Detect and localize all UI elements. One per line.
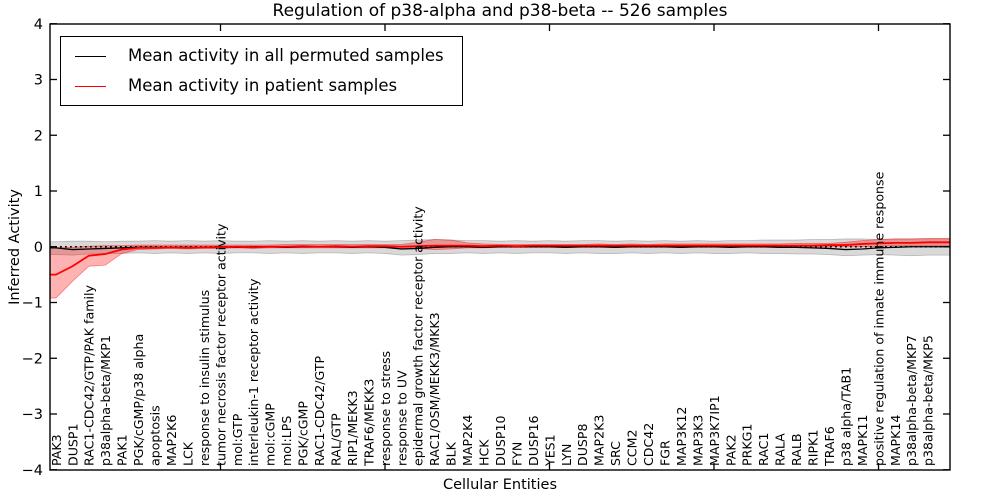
category-label: CCM2	[625, 430, 640, 466]
category-label: PAK2	[723, 434, 738, 466]
category-label: RIPK1	[806, 430, 821, 466]
category-label: response to stress	[378, 351, 393, 466]
category-label: MAP3K12	[674, 407, 689, 466]
y-axis-label: Inferred Activity	[7, 189, 23, 305]
category-label: p38alpha-beta/MKP1	[98, 335, 113, 466]
category-label: MAP2K3	[592, 415, 607, 466]
plot-title: Regulation of p38-alpha and p38-beta -- …	[272, 1, 728, 21]
patient-line-swatch	[75, 85, 106, 87]
category-label: MAPK14	[888, 415, 903, 466]
y-tick-label: −1	[22, 296, 43, 312]
category-label: PGK/cGMP/p38 alpha	[131, 334, 146, 466]
legend-entry-permuted: Mean activity in all permuted samples	[75, 41, 444, 71]
y-tick-label: 0	[34, 240, 43, 256]
category-label: p38alpha-beta/MKP7	[904, 335, 919, 466]
category-label: TRAF6	[822, 426, 837, 467]
category-label: DUSP10	[493, 415, 508, 466]
category-label: response to insulin stimulus	[197, 290, 212, 466]
legend-label-patient: Mean activity in patient samples	[128, 76, 398, 95]
category-label: RAC1	[756, 433, 771, 466]
category-label: MAP3K3	[690, 415, 705, 466]
category-label: apoptosis	[148, 405, 163, 466]
category-label: RIP1/MEKK3	[345, 390, 360, 466]
category-label: PAK1	[115, 434, 130, 466]
category-label: FYN	[509, 442, 524, 466]
category-label: MAP2K4	[460, 415, 475, 466]
category-label: TRAF6/MEKK3	[361, 379, 376, 467]
legend: Mean activity in all permuted samples Me…	[60, 36, 463, 106]
category-label: RAL/GTP	[328, 413, 343, 466]
category-label: p38alpha-beta/MKP5	[921, 335, 936, 466]
category-label: LCK	[180, 441, 195, 466]
legend-label-permuted: Mean activity in all permuted samples	[128, 46, 444, 65]
category-label: FGR	[657, 440, 672, 466]
category-label: interleukin-1 receptor activity	[246, 278, 261, 466]
y-tick-label: 4	[34, 17, 43, 33]
y-tick-label: 2	[34, 128, 43, 144]
category-label: LYN	[559, 444, 574, 466]
category-label: HCK	[477, 439, 492, 466]
category-label: response to UV	[394, 370, 409, 466]
category-label: RALA	[773, 433, 788, 466]
category-label: RALB	[789, 433, 804, 466]
category-label: epidermal growth factor receptor activit…	[411, 206, 426, 466]
category-label: MAP2K6	[164, 415, 179, 466]
category-label: p38 alpha/TAB1	[838, 367, 853, 466]
legend-entry-patient: Mean activity in patient samples	[75, 71, 444, 101]
category-label: DUSP16	[526, 415, 541, 466]
permuted-line-swatch	[75, 55, 106, 57]
y-tick-label: 3	[34, 73, 43, 89]
category-label: PGK/cGMP	[296, 401, 311, 466]
y-tick-label: −2	[22, 351, 43, 367]
y-tick-label: 1	[34, 184, 43, 200]
category-label: RAC1-CDC42/GTP/PAK family	[82, 285, 97, 466]
category-label: RAC1-CDC42/GTP	[312, 355, 327, 466]
category-label: PAK3	[49, 434, 64, 466]
category-label: mol:GTP	[230, 413, 245, 466]
category-label: PRKG1	[740, 424, 755, 466]
category-label: MAP3K7IP1	[707, 395, 722, 466]
category-label: MAPK11	[855, 415, 870, 466]
category-label: YES1	[542, 434, 557, 467]
category-label: DUSP1	[65, 423, 80, 466]
category-label: BLK	[444, 441, 459, 466]
category-label: mol:cGMP	[263, 403, 278, 466]
x-axis-label: Cellular Entities	[442, 477, 558, 493]
category-label: SRC	[608, 441, 623, 466]
category-label: DUSP8	[575, 423, 590, 466]
category-label: RAC1/OSM/MEKK3/MKK3	[427, 312, 442, 466]
y-tick-label: −4	[22, 463, 43, 479]
category-label: tumor necrosis factor receptor activity	[213, 223, 228, 466]
category-label: positive regulation of innate immune res…	[871, 171, 886, 466]
category-label: mol:LPS	[279, 416, 294, 466]
category-label: CDC42	[641, 423, 656, 466]
y-tick-label: −3	[22, 407, 43, 423]
patient-mean-line	[50, 241, 950, 276]
